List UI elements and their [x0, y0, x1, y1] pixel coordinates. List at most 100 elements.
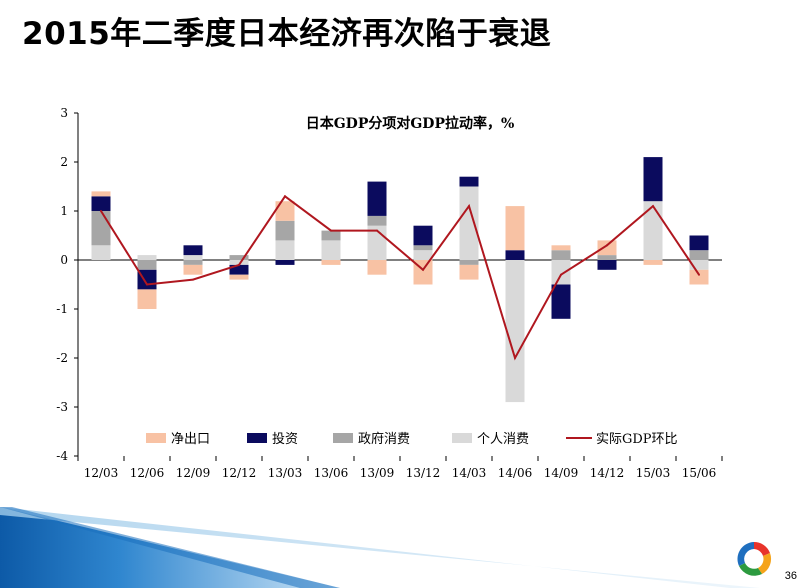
bar-gov-consumption: [459, 260, 479, 265]
chart-bars: [91, 157, 709, 403]
bar-gov-consumption: [321, 230, 341, 241]
bar-net-exports: [367, 260, 387, 275]
y-tick-label: 0: [60, 253, 68, 267]
gdp-point: [698, 273, 700, 276]
bar-gov-consumption: [229, 255, 249, 260]
bar-private-consumption: [689, 260, 709, 270]
gdp-point: [514, 357, 516, 359]
x-tick-label: 13/06: [314, 466, 349, 480]
bar-gov-consumption: [413, 245, 433, 251]
bar-gov-consumption: [137, 260, 157, 270]
page-number: 36: [784, 570, 797, 582]
chart-legend: 净出口 投资 政府消费 个人消费 实际GDP环比: [146, 431, 678, 447]
gdp-point: [284, 195, 286, 198]
legend-swatch-private-consumption: [452, 433, 472, 443]
chart-gdp-line: [100, 194, 700, 361]
bar-private-consumption: [321, 240, 341, 260]
slide-title: 2015年二季度日本经济再次陷于衰退: [22, 16, 552, 52]
gdp-point: [468, 205, 470, 208]
gdp-point: [330, 229, 332, 232]
y-tick-label: -4: [56, 449, 68, 463]
bar-net-exports: [183, 264, 203, 275]
x-tick-label: 14/12: [590, 466, 625, 480]
bar-investment: [275, 260, 295, 265]
bar-private-consumption: [643, 201, 663, 260]
y-tick-label: 2: [60, 155, 68, 169]
gdp-point: [422, 268, 424, 271]
bar-net-exports: [643, 260, 663, 265]
x-tick-label: 14/03: [452, 466, 487, 480]
bar-private-consumption: [551, 260, 571, 285]
x-tick-label: 12/12: [222, 466, 257, 480]
y-tick-label: -3: [56, 400, 68, 414]
legend-label: 个人消费: [477, 432, 529, 447]
bar-private-consumption: [413, 250, 433, 260]
bar-private-consumption: [91, 245, 111, 260]
legend-label: 净出口: [171, 432, 210, 447]
x-tick-label: 14/06: [498, 466, 533, 480]
bar-private-consumption: [137, 255, 157, 260]
legend-swatch-investment: [247, 433, 267, 443]
x-tick-label: 13/09: [360, 466, 395, 480]
bar-net-exports: [551, 245, 571, 251]
bar-net-exports: [597, 240, 617, 256]
bar-gov-consumption: [275, 220, 295, 241]
gdp-point: [100, 210, 102, 212]
bar-net-exports: [321, 260, 341, 265]
bar-net-exports: [91, 191, 111, 197]
gdp-point: [376, 229, 378, 232]
x-tick-label: 14/09: [544, 466, 579, 480]
x-tick-label: 12/09: [176, 466, 211, 480]
gdp-point: [238, 263, 240, 266]
bar-net-exports: [229, 274, 249, 280]
x-tick-label: 12/06: [130, 466, 165, 480]
gdp-point: [146, 283, 148, 286]
bar-investment: [367, 181, 387, 216]
bar-gov-consumption: [551, 250, 571, 260]
bar-gov-consumption: [597, 255, 617, 260]
bar-investment: [597, 260, 617, 270]
x-tick-label: 15/06: [682, 466, 717, 480]
gdp-point: [560, 273, 562, 276]
gdp-point: [606, 244, 608, 247]
x-tick-label: 13/03: [268, 466, 303, 480]
bar-investment: [505, 250, 525, 260]
chart-title: 日本GDP分项对GDP拉动率，%: [306, 115, 515, 132]
bar-gov-consumption: [689, 250, 709, 260]
legend-label: 实际GDP环比: [596, 432, 678, 447]
legend-label: 政府消费: [358, 432, 410, 447]
bar-investment: [229, 264, 249, 275]
gdp-line-path: [100, 194, 700, 361]
y-tick-label: 3: [60, 106, 68, 120]
x-tick-label: 12/03: [84, 466, 119, 480]
bar-investment: [459, 176, 479, 187]
bar-private-consumption: [183, 255, 203, 260]
bar-private-consumption: [459, 186, 479, 260]
bar-net-exports: [689, 269, 709, 285]
x-tick-label: 13/12: [406, 466, 441, 480]
bar-investment: [643, 157, 663, 202]
bar-net-exports: [275, 201, 295, 221]
chart-axes: 3 2 1 0 -1 -2 -3 -4 12/03 12/06 12/09 12/12 13/03 13/…: [56, 106, 723, 480]
y-tick-label: 1: [60, 204, 68, 218]
gdp-point: [652, 205, 654, 208]
bar-investment: [183, 245, 203, 256]
bar-investment: [689, 235, 709, 251]
bar-investment: [551, 284, 571, 319]
bar-private-consumption: [275, 240, 295, 260]
bar-net-exports: [459, 264, 479, 280]
x-tick-label: 15/03: [636, 466, 671, 480]
bar-net-exports: [505, 206, 525, 251]
bar-net-exports: [137, 289, 157, 309]
bar-gov-consumption: [367, 215, 387, 226]
gdp-point: [192, 278, 194, 281]
y-tick-label: -2: [56, 351, 68, 365]
legend-swatch-net-exports: [146, 433, 166, 443]
legend-swatch-gov-consumption: [333, 433, 353, 443]
bar-investment: [91, 196, 111, 211]
bar-investment: [413, 225, 433, 246]
legend-label: 投资: [272, 431, 298, 447]
y-tick-label: -1: [56, 302, 68, 316]
